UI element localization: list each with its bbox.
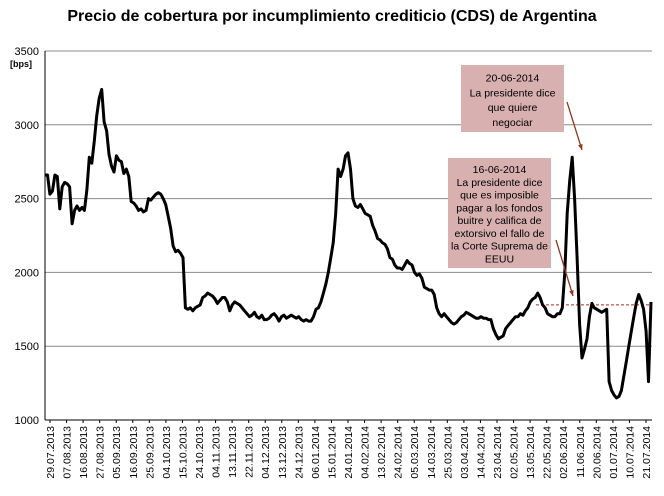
x-tick-label: 05.09.2013 [111, 426, 123, 479]
annotation-text: que es imposible [460, 190, 539, 202]
x-tick-label: 02.06.2014 [558, 426, 570, 479]
annotation-text: la Corte Suprema de [451, 241, 548, 253]
annotation-text: extorsivo el fallo de [455, 228, 545, 240]
x-tick-label: 07.08.2013 [62, 426, 74, 479]
annotation-text: negociar [492, 117, 533, 129]
x-tick-label: 16.08.2013 [78, 426, 90, 479]
x-tick-label: 23.04.2014 [492, 426, 504, 479]
x-tick-label: 25.03.2014 [442, 426, 454, 479]
x-tick-label: 13.11.2013 [227, 426, 239, 478]
x-tick-label: 24.01.2014 [343, 426, 355, 479]
x-tick-label: 02.05.2014 [509, 426, 521, 479]
x-tick-label: 04.12.2013 [260, 426, 272, 479]
chart-title: Precio de cobertura por incumplimiento c… [67, 8, 597, 25]
y-tick-label: 1000 [15, 415, 39, 427]
x-tick-label: 20.06.2014 [591, 426, 603, 479]
annotation-text: EEUU [485, 253, 514, 265]
x-tick-label: 14.04.2014 [475, 426, 487, 479]
x-tick-label: 22.05.2014 [542, 426, 554, 479]
annotation-text: pagar a los fondos [456, 202, 542, 214]
annotation-text: que quiere [488, 102, 538, 114]
x-tick-label: 01.07.2014 [608, 426, 620, 479]
arrow-head [569, 290, 574, 296]
cds-series-line [45, 87, 653, 400]
annotation-arrow [566, 101, 583, 151]
x-tick-label: 04.10.2013 [161, 426, 173, 479]
x-tick-label: 11.06.2014 [575, 426, 587, 478]
x-tick-label: 27.08.2013 [95, 426, 107, 479]
x-tick-label: 06.01.2014 [310, 426, 322, 479]
y-tick-label: 2500 [15, 194, 39, 206]
x-tick-label: 29.07.2013 [45, 426, 57, 479]
y-tick-label: 1500 [15, 341, 39, 353]
annotation-text: buitre y califica de [457, 215, 541, 227]
y-tick-label: 3000 [15, 120, 39, 132]
y-tick-label: 2000 [15, 267, 39, 279]
annotation-box [461, 65, 564, 132]
x-tick-label: 22.11.2013 [244, 426, 256, 478]
annotation-text: La presidente dice [457, 177, 543, 189]
annotation-arrow [555, 239, 574, 297]
x-tick-label: 14.03.2014 [426, 426, 438, 479]
annotation-box [448, 158, 551, 268]
annotation-text: 16-06-2014 [473, 164, 527, 176]
annotation-text: La presidente dice [470, 87, 556, 99]
x-tick-label: 13.05.2014 [525, 426, 537, 479]
x-tick-label: 05.03.2014 [409, 426, 421, 479]
x-tick-label: 24.12.2013 [293, 426, 305, 479]
y-axis-unit: [bps] [10, 59, 32, 69]
x-tick-label: 15.10.2013 [177, 426, 189, 479]
x-tick-label: 16.09.2013 [128, 426, 140, 479]
x-tick-label: 10.07.2014 [624, 426, 636, 479]
x-tick-label: 21.07.2014 [641, 426, 653, 479]
y-tick-label: 3500 [15, 46, 39, 58]
x-tick-label: 13.02.2014 [376, 426, 388, 479]
x-tick-label: 04.02.2014 [360, 426, 372, 479]
annotation-text: 20-06-2014 [486, 73, 540, 85]
x-tick-label: 04.11.2013 [211, 426, 223, 478]
x-tick-label: 03.04.2014 [459, 426, 471, 479]
x-tick-label: 24.10.2013 [194, 426, 206, 479]
x-tick-label: 24.02.2014 [393, 426, 405, 479]
x-tick-label: 13.12.2013 [277, 426, 289, 479]
x-tick-label: 15.01.2014 [326, 426, 338, 479]
arrow-head [578, 144, 583, 150]
x-tick-label: 25.09.2013 [144, 426, 156, 479]
